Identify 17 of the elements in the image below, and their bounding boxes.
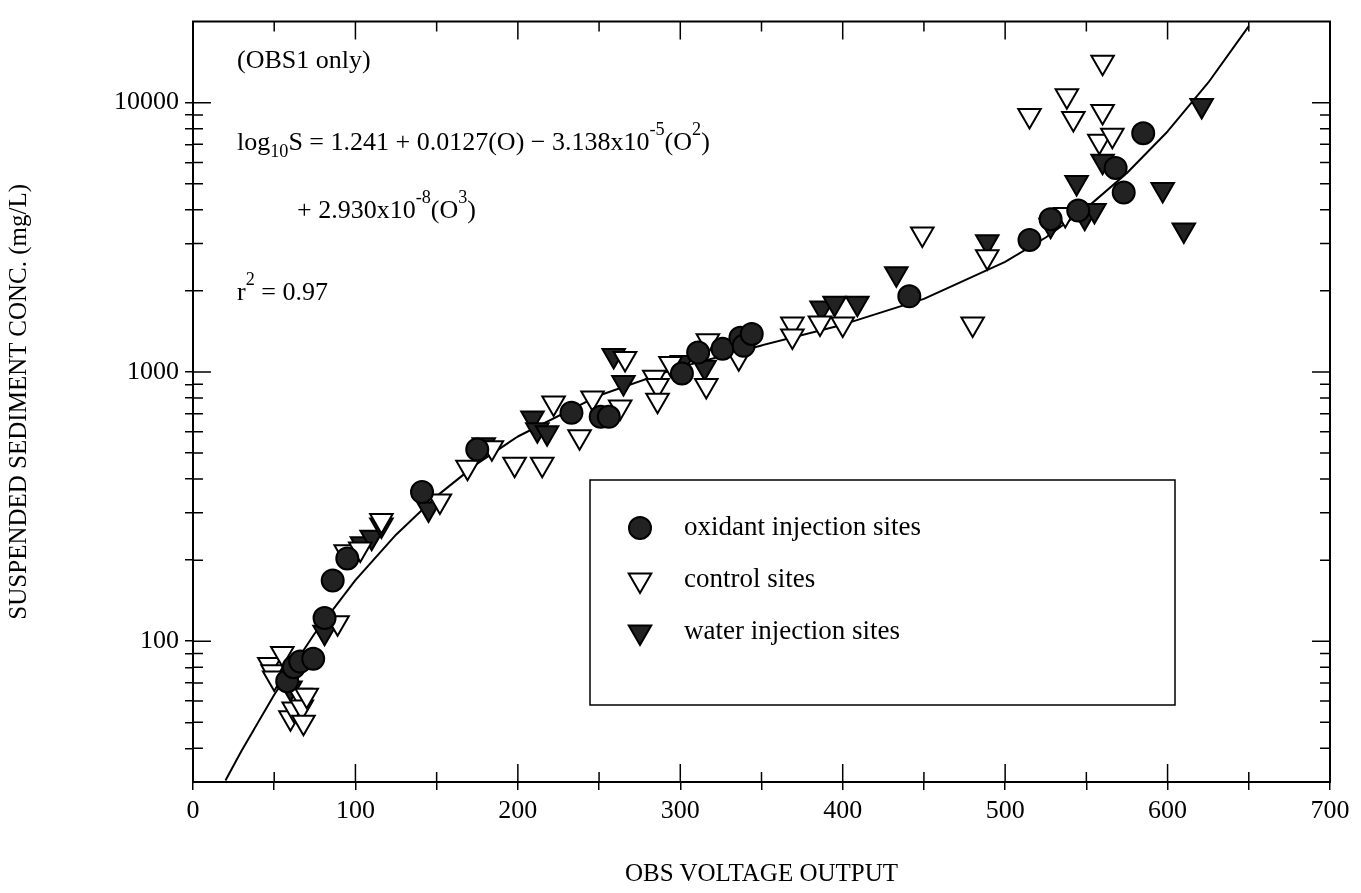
annotation: (OBS1 only) (237, 44, 371, 74)
x-tick-label: 200 (498, 795, 538, 825)
x-tick-label: 300 (660, 795, 700, 825)
legend-label: control sites (684, 563, 816, 594)
legend-label: water injection sites (684, 615, 900, 646)
x-axis-title: OBS VOLTAGE OUTPUT (624, 858, 899, 886)
x-tick-label: 700 (1310, 795, 1350, 825)
x-tick-label: 400 (823, 795, 863, 825)
y-tick-label: 100 (140, 625, 179, 655)
y-axis-title: SUSPENDED SEDIMENT CONC. (mg/L) (3, 183, 32, 620)
x-tick-label: 0 (186, 795, 200, 825)
x-tick-label: 100 (335, 795, 375, 825)
y-tick-label: 1000 (127, 355, 179, 385)
y-tick-label: 10000 (114, 86, 179, 116)
x-tick-label: 600 (1148, 795, 1188, 825)
x-tick-label: 500 (985, 795, 1025, 825)
legend-label: oxidant injection sites (684, 511, 921, 542)
